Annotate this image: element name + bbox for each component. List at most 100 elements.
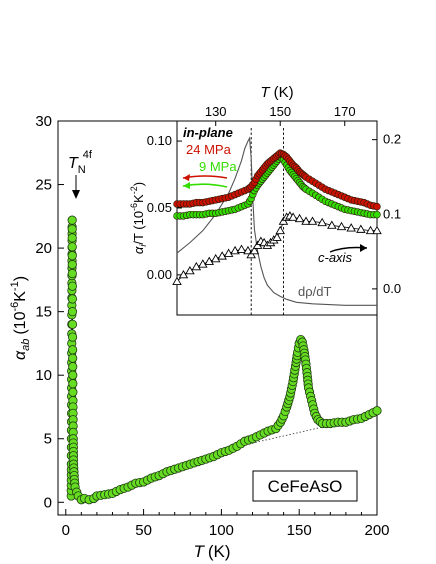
inset-caxis-point — [223, 248, 234, 257]
main-data-point — [67, 332, 78, 342]
inset-caxis-point — [356, 224, 366, 233]
main-y-tick-label: 0 — [44, 494, 52, 511]
main-y-axis-symbol: α — [12, 350, 29, 360]
main-y-ticks: 0 5 10 15 20 25 30 — [35, 113, 64, 511]
inset-caxis-point — [249, 245, 260, 255]
main-x-tick-label: 50 — [135, 522, 152, 539]
inset-24mpa-point — [373, 202, 381, 211]
inset-caxis-point — [301, 216, 311, 225]
main-data-point — [68, 387, 78, 397]
tn-arrow-head — [72, 190, 80, 199]
inset-plot: 130 150 170 0.000.050.10 0.00.10.2 T (K) αi… — [129, 84, 401, 316]
inset-left-y-tick-label: 0.10 — [147, 133, 172, 148]
inset-caxis-point — [307, 216, 318, 225]
inset-caxis-point — [275, 225, 286, 235]
inset-caxis-point — [178, 269, 189, 279]
inset-x-axis-unit: (K) — [274, 84, 294, 101]
inset-label-drho: dρ/dT — [298, 284, 331, 299]
inset-x-ticks: 130 150 170 — [205, 104, 356, 126]
main-y-axis-sub: ab — [20, 339, 32, 351]
inset-right-y-tick-label: 0.2 — [383, 132, 401, 147]
main-x-tick-label: 150 — [287, 522, 312, 539]
inset-arrow-24mpa-head — [183, 174, 190, 181]
main-data-point — [67, 268, 77, 279]
main-data-point — [67, 251, 77, 261]
inset-caxis-point — [294, 213, 305, 223]
inset-caxis-point — [336, 221, 347, 231]
inset-caxis-point — [327, 220, 337, 229]
main-y-tick-label: 25 — [35, 177, 52, 194]
main-data-point — [68, 353, 78, 363]
inset-caxis-point — [346, 223, 356, 232]
main-y-axis-label: αab (10-6K-1) — [9, 276, 32, 360]
main-x-tick-label: 0 — [62, 522, 70, 539]
main-data-point — [67, 233, 77, 243]
inset-x-tick-label: 150 — [269, 104, 291, 119]
tn-annotation-symbol: T — [68, 155, 79, 172]
inset-right-y-tick-label: 0.1 — [383, 206, 401, 221]
inset-x-tick-label: 130 — [205, 104, 227, 119]
inset-caxis-point — [246, 249, 256, 259]
sample-label-box — [252, 470, 358, 502]
inset-caxis-point — [272, 232, 282, 241]
inset-caxis-point — [288, 212, 298, 221]
main-x-tick-label: 200 — [364, 522, 389, 539]
inset-caxis-point — [236, 244, 247, 253]
inset-9mpa-point — [373, 210, 381, 219]
inset-caxis-point — [252, 240, 263, 249]
inset-right-y-ticks: 0.0 0.1 0.2 — [372, 132, 401, 296]
inset-label-caxis: c-axis — [318, 250, 352, 265]
inset-24mpa-points — [173, 149, 381, 211]
main-y-tick-label: 30 — [35, 113, 52, 130]
main-x-axis-unit: (K) — [208, 542, 231, 561]
inset-y-axis-unit-exp1: -6 — [129, 203, 139, 211]
main-y-axis-unit-exp1: -6 — [9, 302, 21, 312]
inset-y-axis-unit-open: /T (10 — [131, 211, 146, 245]
main-y-tick-label: 20 — [35, 240, 52, 257]
inset-y-axis-unit-close: ) — [131, 182, 146, 186]
inset-caxis-point — [198, 259, 208, 268]
inset-right-y-tick-label: 0.0 — [383, 281, 401, 296]
inset-caxis-point — [278, 216, 289, 225]
main-y-axis-unit-exp2: -1 — [9, 281, 21, 291]
inset-y-axis-unit-mid: K — [131, 194, 146, 203]
main-y-tick-label: 10 — [35, 367, 52, 384]
main-x-axis-symbol: T — [193, 542, 205, 561]
inset-left-y-tick-label: 0.05 — [147, 200, 172, 215]
main-data-point — [67, 294, 78, 304]
inset-caxis-points — [172, 211, 382, 286]
main-y-axis-unit-close: ) — [12, 276, 29, 281]
inset-y-axis-sub: i — [138, 244, 148, 247]
inset-caxis-point — [317, 217, 327, 227]
main-data-point — [68, 345, 78, 355]
inset-label-9mpa: 9 MPa — [199, 159, 237, 174]
inset-y-axis-symbol: α — [131, 246, 146, 254]
inset-caxis-point — [372, 225, 382, 235]
inset-caxis-point — [185, 265, 195, 275]
main-data-point — [372, 406, 382, 416]
main-data-point — [67, 242, 77, 252]
sample-label: CeFeAsO — [268, 477, 343, 496]
main-x-axis-label: T (K) — [193, 542, 230, 561]
inset-arrow-9mpa-head — [183, 182, 190, 189]
inset-caxis-point — [210, 253, 221, 263]
main-series-points — [66, 215, 382, 505]
main-y-axis-unit-open: (10 — [12, 311, 29, 334]
tn-annotation: TN 4f — [68, 149, 93, 176]
main-data-point — [68, 379, 78, 389]
inset-label-inplane: in-plane — [183, 125, 233, 140]
inset-caxis-point — [204, 256, 215, 265]
inset-y-axis-unit-exp2: -2 — [129, 186, 139, 194]
tn-annotation-sup: 4f — [83, 149, 93, 161]
main-y-tick-label: 15 — [35, 304, 52, 321]
inset-y-axis-label: αi/T (10-6K-2) — [129, 182, 148, 254]
main-x-ticks: 0 50 100 150 200 — [62, 509, 390, 539]
main-y-tick-label: 5 — [44, 431, 52, 448]
inset-x-axis-label: T (K) — [260, 84, 293, 101]
inset-x-axis-symbol: T — [260, 84, 271, 101]
tn-annotation-sub: N — [78, 164, 86, 176]
inset-label-24mpa: 24 MPa — [186, 142, 232, 157]
inset-caxis-point — [365, 225, 376, 235]
